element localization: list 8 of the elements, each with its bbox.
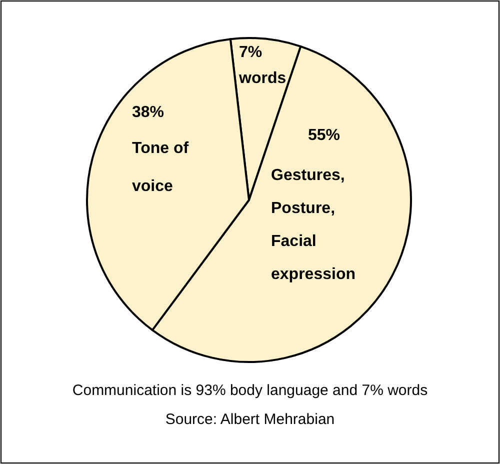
data-label: 38% bbox=[132, 104, 164, 121]
slice-label: words bbox=[238, 70, 286, 87]
text: Communication is 93% body language and 7% words bbox=[72, 382, 428, 399]
data-label: 7% bbox=[239, 44, 262, 61]
source-note: Source: Albert Mehrabian bbox=[165, 411, 335, 428]
data-label: 55% bbox=[308, 127, 340, 144]
slice-label: Gestures, Posture, Facial expression bbox=[271, 167, 356, 283]
category-label: Tone of voice bbox=[132, 140, 189, 195]
